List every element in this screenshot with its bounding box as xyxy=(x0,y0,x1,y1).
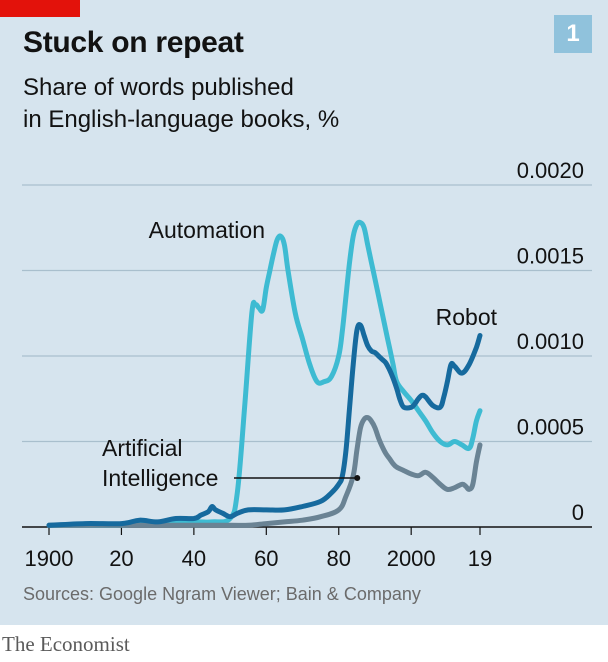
series-label-artificial-intelligence: Intelligence xyxy=(102,465,218,491)
gridlines xyxy=(22,184,592,535)
series-line-robot xyxy=(46,322,483,528)
series-label-artificial-intelligence: Artificial xyxy=(102,435,183,461)
series-label-automation: Automation xyxy=(149,217,265,243)
x-tick-label: 1900 xyxy=(25,546,74,571)
y-tick-label: 0.0015 xyxy=(517,244,584,269)
x-tick-label: 19 xyxy=(468,546,492,571)
series-line-artificial-intelligence xyxy=(46,414,483,528)
brand-red-tag xyxy=(0,0,80,17)
y-tick-label: 0.0020 xyxy=(517,158,584,183)
chart-subtitle-line-2: in English-language books, % xyxy=(23,106,340,133)
x-tick-label: 2000 xyxy=(387,546,436,571)
x-tick-label: 60 xyxy=(254,546,278,571)
x-tick-label: 20 xyxy=(109,546,133,571)
chart-title: Stuck on repeat xyxy=(23,26,244,59)
annotation-leader-dot xyxy=(354,475,361,481)
series-line-automation xyxy=(46,219,483,528)
chart-labels: 0 0.0005 0.0010 0.0015 0.0020 1900 20 40 60 80 200… xyxy=(25,158,584,571)
chart-subtitle-line-1: Share of words published xyxy=(23,74,294,101)
x-tick-label: 40 xyxy=(182,546,206,571)
source-note: Sources: Google Ngram Viewer; Bain & Com… xyxy=(23,584,421,604)
line-chart: 0 0.0005 0.0010 0.0015 0.0020 1900 20 40 60 80 200… xyxy=(22,158,592,571)
chart-subtitle: Share of words published in English-lang… xyxy=(23,72,339,136)
chart-number-badge: 1 xyxy=(554,15,592,53)
x-tick-label: 80 xyxy=(327,546,351,571)
y-tick-label: 0 xyxy=(572,500,584,525)
y-tick-label: 0.0005 xyxy=(517,415,584,440)
brand-name: The Economist xyxy=(2,632,130,656)
y-tick-label: 0.0010 xyxy=(517,329,584,354)
series-label-robot: Robot xyxy=(436,304,498,330)
series-lines xyxy=(46,219,483,528)
